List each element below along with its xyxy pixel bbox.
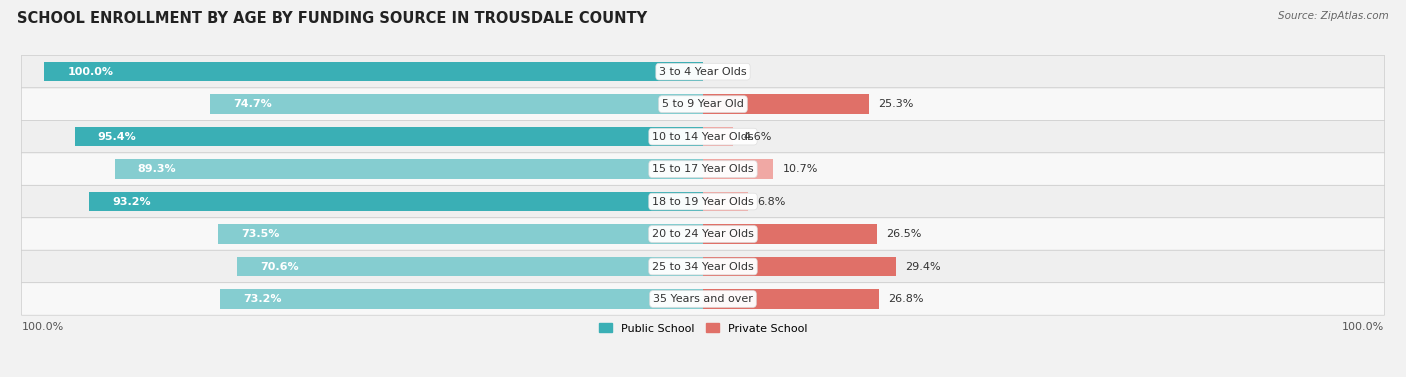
FancyBboxPatch shape — [21, 55, 1385, 88]
Bar — [224, 289, 703, 309]
FancyBboxPatch shape — [21, 153, 1385, 185]
Text: Source: ZipAtlas.com: Source: ZipAtlas.com — [1278, 11, 1389, 21]
Text: 18 to 19 Year Olds: 18 to 19 Year Olds — [652, 196, 754, 207]
Bar — [703, 192, 748, 211]
Bar — [703, 289, 879, 309]
Bar — [238, 257, 240, 276]
Text: SCHOOL ENROLLMENT BY AGE BY FUNDING SOURCE IN TROUSDALE COUNTY: SCHOOL ENROLLMENT BY AGE BY FUNDING SOUR… — [17, 11, 647, 26]
Bar — [115, 159, 118, 179]
Text: 73.2%: 73.2% — [243, 294, 281, 304]
Text: 35 Years and over: 35 Years and over — [652, 294, 754, 304]
Bar — [45, 62, 48, 81]
Text: 25.3%: 25.3% — [879, 99, 914, 109]
Bar — [703, 159, 773, 179]
Text: 29.4%: 29.4% — [905, 262, 941, 271]
Legend: Public School, Private School: Public School, Private School — [595, 319, 811, 338]
Text: 26.8%: 26.8% — [889, 294, 924, 304]
Text: 10.7%: 10.7% — [783, 164, 818, 174]
FancyBboxPatch shape — [21, 185, 1385, 218]
Text: 5 to 9 Year Old: 5 to 9 Year Old — [662, 99, 744, 109]
Bar — [221, 289, 224, 309]
Text: 100.0%: 100.0% — [21, 322, 63, 332]
Bar — [118, 159, 703, 179]
FancyBboxPatch shape — [21, 283, 1385, 315]
Bar — [218, 224, 221, 244]
Bar — [221, 224, 703, 244]
Text: 4.6%: 4.6% — [742, 132, 772, 142]
Bar — [240, 257, 703, 276]
Bar — [93, 192, 703, 211]
Bar — [211, 94, 214, 114]
Text: 6.8%: 6.8% — [758, 196, 786, 207]
FancyBboxPatch shape — [21, 88, 1385, 120]
FancyBboxPatch shape — [21, 250, 1385, 283]
Bar — [77, 127, 703, 146]
Text: 100.0%: 100.0% — [67, 67, 114, 77]
Text: 89.3%: 89.3% — [138, 164, 176, 174]
Text: 20 to 24 Year Olds: 20 to 24 Year Olds — [652, 229, 754, 239]
Text: 15 to 17 Year Olds: 15 to 17 Year Olds — [652, 164, 754, 174]
Bar — [703, 224, 876, 244]
Text: 95.4%: 95.4% — [97, 132, 136, 142]
Bar — [89, 192, 93, 211]
FancyBboxPatch shape — [21, 120, 1385, 153]
Text: 70.6%: 70.6% — [260, 262, 298, 271]
Text: 73.5%: 73.5% — [240, 229, 280, 239]
Bar — [214, 94, 703, 114]
Text: 74.7%: 74.7% — [233, 99, 271, 109]
Text: 26.5%: 26.5% — [886, 229, 922, 239]
Text: 3 to 4 Year Olds: 3 to 4 Year Olds — [659, 67, 747, 77]
Bar — [48, 62, 703, 81]
Text: 100.0%: 100.0% — [1343, 322, 1385, 332]
Bar — [703, 257, 896, 276]
Bar — [703, 127, 733, 146]
Text: 25 to 34 Year Olds: 25 to 34 Year Olds — [652, 262, 754, 271]
Text: 93.2%: 93.2% — [112, 196, 150, 207]
Text: 10 to 14 Year Olds: 10 to 14 Year Olds — [652, 132, 754, 142]
FancyBboxPatch shape — [21, 218, 1385, 250]
Bar — [703, 94, 869, 114]
Bar — [75, 127, 77, 146]
